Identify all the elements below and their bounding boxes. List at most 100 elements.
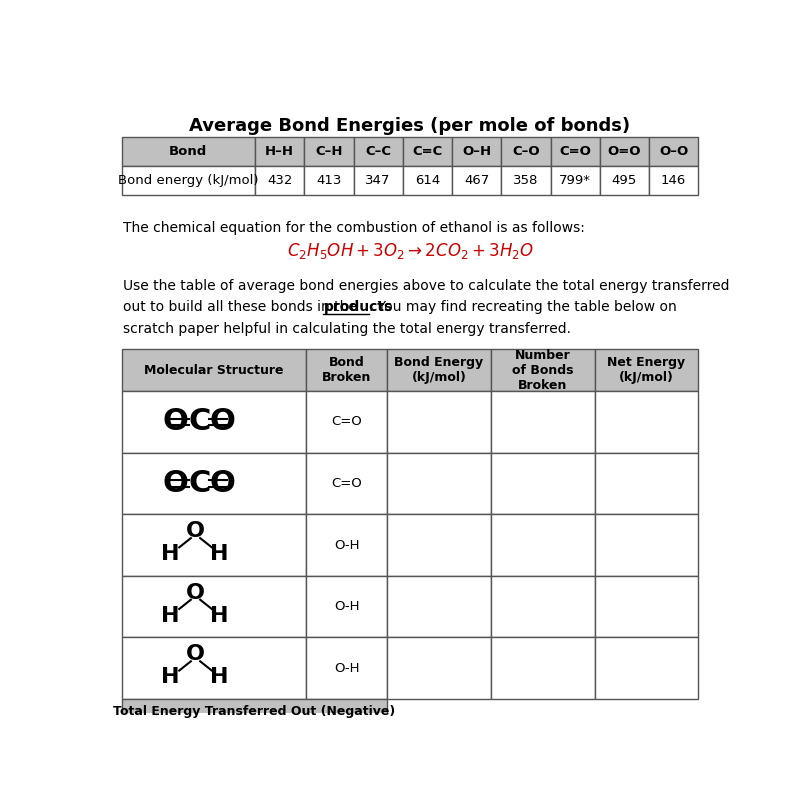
FancyBboxPatch shape	[122, 391, 306, 453]
Text: 614: 614	[414, 175, 440, 187]
FancyBboxPatch shape	[550, 166, 600, 195]
Text: O-H: O-H	[334, 662, 359, 674]
Text: C=C: C=C	[412, 145, 442, 158]
FancyBboxPatch shape	[387, 514, 490, 576]
Text: C=O: C=O	[331, 416, 362, 429]
Text: H: H	[162, 667, 180, 687]
FancyBboxPatch shape	[304, 166, 354, 195]
Text: O: O	[210, 469, 235, 498]
FancyBboxPatch shape	[490, 349, 594, 391]
Text: C–O: C–O	[512, 145, 540, 158]
Text: O: O	[163, 408, 189, 437]
Text: C–C: C–C	[365, 145, 391, 158]
Text: C=O: C=O	[331, 477, 362, 490]
FancyBboxPatch shape	[387, 638, 490, 699]
FancyBboxPatch shape	[306, 576, 387, 638]
Text: Bond
Broken: Bond Broken	[322, 356, 371, 384]
Text: O-H: O-H	[334, 600, 359, 613]
FancyBboxPatch shape	[490, 514, 594, 576]
Text: C: C	[188, 408, 210, 437]
Text: C=O: C=O	[559, 145, 591, 158]
FancyBboxPatch shape	[122, 723, 387, 741]
FancyBboxPatch shape	[600, 137, 649, 166]
Text: The chemical equation for the combustion of ethanol is as follows:: The chemical equation for the combustion…	[123, 221, 585, 235]
FancyBboxPatch shape	[452, 166, 502, 195]
FancyBboxPatch shape	[122, 638, 306, 699]
FancyBboxPatch shape	[594, 391, 698, 453]
Text: C: C	[188, 469, 210, 498]
FancyBboxPatch shape	[387, 576, 490, 638]
FancyBboxPatch shape	[600, 166, 649, 195]
Text: C–H: C–H	[315, 145, 342, 158]
Text: O-H: O-H	[334, 538, 359, 552]
FancyBboxPatch shape	[255, 166, 304, 195]
Text: H: H	[162, 544, 180, 564]
FancyBboxPatch shape	[550, 137, 600, 166]
FancyBboxPatch shape	[255, 137, 304, 166]
Text: Net Energy
(kJ/mol): Net Energy (kJ/mol)	[607, 356, 686, 384]
Text: Average Bond Energies (per mole of bonds): Average Bond Energies (per mole of bonds…	[190, 117, 630, 135]
Text: Total Energy Transferred Out (Negative): Total Energy Transferred Out (Negative)	[113, 705, 395, 718]
FancyBboxPatch shape	[490, 391, 594, 453]
Text: 413: 413	[316, 175, 342, 187]
FancyBboxPatch shape	[306, 349, 387, 391]
Text: 358: 358	[514, 175, 538, 187]
FancyBboxPatch shape	[502, 137, 550, 166]
Text: out to build all these bonds in the: out to build all these bonds in the	[123, 300, 362, 314]
FancyBboxPatch shape	[502, 166, 550, 195]
Text: 347: 347	[366, 175, 391, 187]
Text: Use the table of average bond energies above to calculate the total energy trans: Use the table of average bond energies a…	[123, 279, 730, 292]
Text: . You may find recreating the table below on: . You may find recreating the table belo…	[369, 300, 677, 314]
Text: H: H	[210, 544, 228, 564]
Text: Number
of Bonds
Broken: Number of Bonds Broken	[512, 348, 574, 392]
FancyBboxPatch shape	[122, 699, 387, 723]
FancyBboxPatch shape	[122, 349, 306, 391]
FancyBboxPatch shape	[649, 137, 698, 166]
Text: O=O: O=O	[608, 145, 641, 158]
FancyBboxPatch shape	[122, 453, 306, 514]
Text: O: O	[186, 583, 205, 603]
FancyBboxPatch shape	[594, 349, 698, 391]
Text: O: O	[186, 644, 205, 664]
FancyBboxPatch shape	[387, 349, 490, 391]
Text: $C_2H_5OH + 3O_2 \rightarrow 2CO_2 + 3H_2O$: $C_2H_5OH + 3O_2 \rightarrow 2CO_2 + 3H_…	[286, 241, 534, 261]
Text: 146: 146	[661, 175, 686, 187]
Text: Bond energy (kJ/mol): Bond energy (kJ/mol)	[118, 175, 258, 187]
Text: Bond: Bond	[170, 145, 207, 158]
FancyBboxPatch shape	[402, 137, 452, 166]
Text: H: H	[210, 667, 228, 687]
Text: O–O: O–O	[659, 145, 688, 158]
FancyBboxPatch shape	[354, 137, 402, 166]
FancyBboxPatch shape	[122, 514, 306, 576]
FancyBboxPatch shape	[490, 453, 594, 514]
Text: Molecular Structure: Molecular Structure	[144, 364, 284, 376]
Text: O: O	[210, 408, 235, 437]
FancyBboxPatch shape	[354, 166, 402, 195]
Text: scratch paper helpful in calculating the total energy transferred.: scratch paper helpful in calculating the…	[123, 322, 571, 336]
Text: 467: 467	[464, 175, 490, 187]
FancyBboxPatch shape	[452, 137, 502, 166]
FancyBboxPatch shape	[594, 453, 698, 514]
FancyBboxPatch shape	[306, 638, 387, 699]
FancyBboxPatch shape	[594, 514, 698, 576]
Text: H–H: H–H	[265, 145, 294, 158]
FancyBboxPatch shape	[122, 137, 255, 166]
Text: O: O	[186, 521, 205, 541]
FancyBboxPatch shape	[387, 453, 490, 514]
Text: H: H	[210, 606, 228, 626]
Text: H: H	[162, 606, 180, 626]
Text: products: products	[324, 300, 394, 314]
FancyBboxPatch shape	[594, 638, 698, 699]
FancyBboxPatch shape	[649, 166, 698, 195]
FancyBboxPatch shape	[490, 638, 594, 699]
FancyBboxPatch shape	[122, 166, 255, 195]
FancyBboxPatch shape	[122, 576, 306, 638]
FancyBboxPatch shape	[304, 137, 354, 166]
Text: O–H: O–H	[462, 145, 491, 158]
Text: O: O	[163, 469, 189, 498]
FancyBboxPatch shape	[387, 391, 490, 453]
FancyBboxPatch shape	[306, 514, 387, 576]
FancyBboxPatch shape	[402, 166, 452, 195]
Text: 432: 432	[267, 175, 292, 187]
Text: Bond Energy
(kJ/mol): Bond Energy (kJ/mol)	[394, 356, 483, 384]
